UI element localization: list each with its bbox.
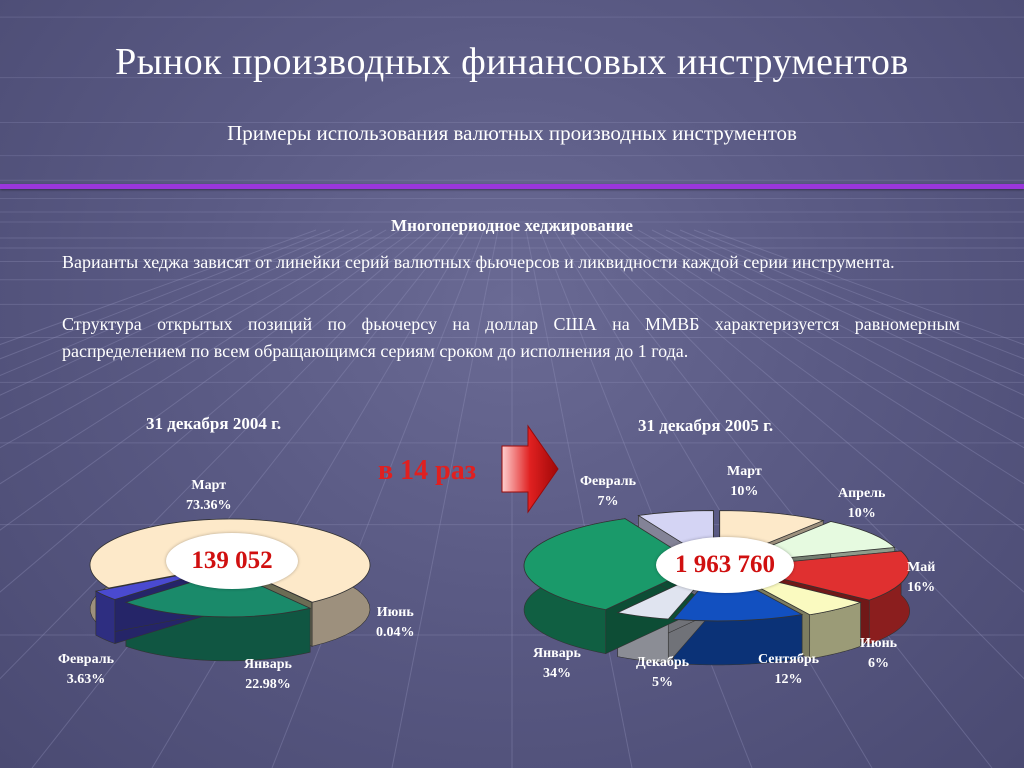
- label-2005-yanvar: Январь 34%: [533, 646, 581, 681]
- section-heading: Многопериодное хеджирование: [391, 216, 633, 235]
- chart-2004-title: 31 декабря 2004 г.: [146, 414, 282, 433]
- title-divider: [0, 184, 1024, 189]
- total-2005-badge: 1 963 760: [656, 537, 794, 593]
- label-2005-aprel: Апрель 10%: [838, 486, 886, 521]
- label-2005-dekabr: Декабрь 5%: [636, 655, 690, 690]
- right-arrow-icon: [501, 424, 559, 514]
- label-2005-fevral: Февраль 7%: [580, 474, 636, 509]
- slide-title: Рынок производных финансовых инструменто…: [115, 41, 909, 83]
- chart-2005-title: 31 декабря 2005 г.: [638, 416, 774, 435]
- label-2004-fevral: Февраль 3.63%: [58, 652, 114, 687]
- slide-subtitle: Примеры использования валютных производн…: [227, 121, 797, 145]
- label-2005-sentyabr: Сентябрь 12%: [758, 652, 820, 687]
- label-2004-mart: Март 73.36%: [186, 478, 232, 513]
- label-2005-may: Май 16%: [907, 560, 936, 595]
- label-2005-iyun: Июнь 6%: [860, 636, 898, 671]
- paragraph-position-structure: Структура открытых позиций по фьючерсу н…: [62, 314, 960, 361]
- label-2004-yanvar: Январь 22.98%: [244, 657, 292, 692]
- label-2005-mart: Март 10%: [727, 464, 762, 499]
- paragraph-hedge-variants: Варианты хеджа зависят от линейки серий …: [62, 252, 895, 272]
- total-2004-badge: 139 052: [166, 533, 298, 589]
- label-2004-iyun: Июнь 0.04%: [376, 605, 415, 640]
- growth-label: в 14 раз: [378, 455, 476, 486]
